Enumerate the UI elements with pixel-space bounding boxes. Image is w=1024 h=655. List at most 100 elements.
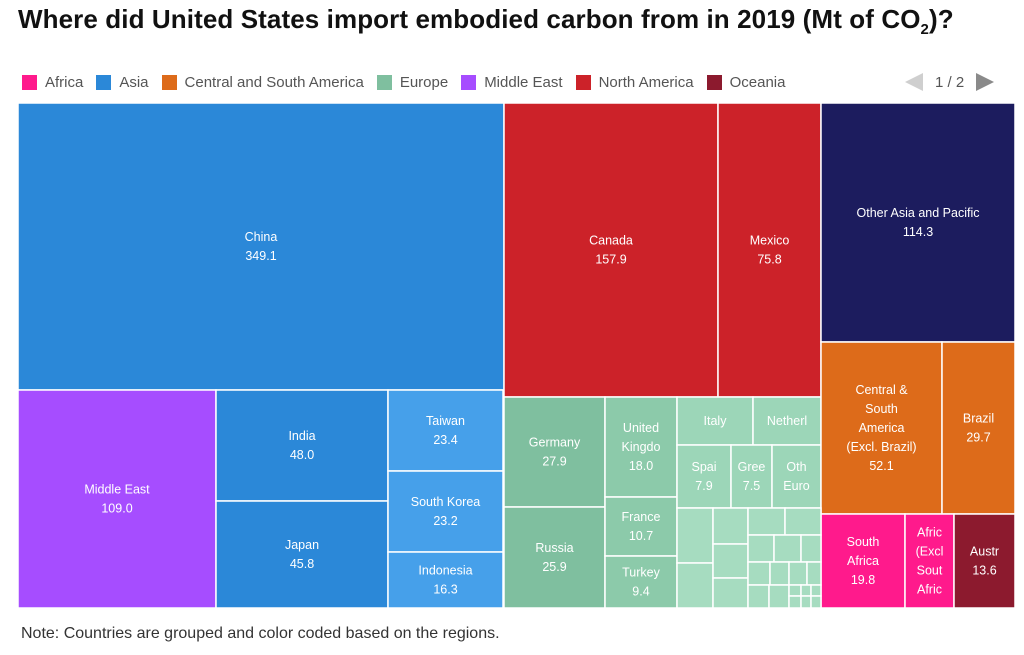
tile-small-europe[interactable] bbox=[788, 584, 802, 597]
tile-small-europe[interactable] bbox=[747, 534, 775, 563]
tile-south-africa[interactable]: South Africa 19.8 bbox=[820, 513, 906, 609]
tile-russia[interactable]: Russia 25.9 bbox=[503, 506, 606, 609]
tile-rect bbox=[17, 102, 505, 391]
tile-value: 19.8 bbox=[851, 573, 875, 587]
tile-name-line: (Excl bbox=[916, 545, 944, 559]
tile-name-line: (Excl. Brazil) bbox=[846, 440, 916, 454]
legend-swatch bbox=[706, 74, 722, 90]
tile-small-europe[interactable] bbox=[768, 584, 790, 609]
tile-small-europe[interactable] bbox=[712, 543, 749, 579]
tile-small-europe[interactable] bbox=[676, 507, 714, 564]
legend-item-middle-east[interactable]: Middle East bbox=[461, 74, 563, 91]
tile-small-europe[interactable] bbox=[747, 561, 771, 586]
chart-title-end: )? bbox=[929, 4, 954, 34]
tile-rect bbox=[17, 389, 217, 609]
tile-spain[interactable]: Spai 7.9 bbox=[676, 444, 732, 509]
legend-next-arrow-icon[interactable] bbox=[976, 73, 995, 91]
tile-small-europe[interactable] bbox=[800, 584, 812, 597]
tile-name-line: Spai bbox=[691, 460, 716, 474]
tile-japan[interactable]: Japan 45.8 bbox=[215, 500, 389, 609]
tile-indonesia[interactable]: Indonesia 16.3 bbox=[387, 551, 504, 609]
legend-item-asia[interactable]: Asia bbox=[96, 73, 149, 91]
tile-greece[interactable]: Gree 7.5 bbox=[730, 444, 773, 509]
tile-name-line: Oth bbox=[786, 460, 806, 474]
tile-south-korea[interactable]: South Korea 23.2 bbox=[387, 470, 504, 553]
tile-rect bbox=[820, 102, 1016, 343]
tile-name-line: Turkey bbox=[622, 566, 660, 580]
tile-small-europe[interactable] bbox=[810, 584, 822, 597]
tile-africa-excl-south-africa[interactable]: Afric (Excl Sout Afric bbox=[904, 513, 955, 609]
tile-other-europe[interactable]: Oth Euro bbox=[771, 444, 822, 509]
tile-label: Brazil 29.7 bbox=[963, 412, 994, 445]
tile-name-line: Mexico bbox=[750, 234, 790, 248]
tile-small-europe[interactable] bbox=[806, 561, 822, 586]
tile-label: South Africa 19.8 bbox=[847, 535, 880, 587]
tile-rect bbox=[215, 389, 389, 502]
tile-name-line: Taiwan bbox=[426, 414, 465, 428]
tile-small-europe[interactable] bbox=[800, 534, 822, 563]
tile-small-europe[interactable] bbox=[788, 595, 802, 609]
chart-title-text: Where did United States import embodied … bbox=[18, 4, 921, 34]
tile-value: 7.9 bbox=[695, 479, 712, 493]
tile-value: 48.0 bbox=[290, 448, 314, 462]
tile-name-line: Middle East bbox=[84, 483, 150, 497]
legend-swatch bbox=[461, 74, 477, 90]
legend-label: Europe bbox=[399, 73, 449, 91]
tile-small-europe[interactable] bbox=[747, 584, 770, 609]
tile-name-line: Germany bbox=[529, 436, 581, 450]
tile-small-europe[interactable] bbox=[784, 507, 822, 536]
legend-swatch bbox=[22, 74, 37, 90]
legend-item-oceania[interactable]: Oceania bbox=[706, 73, 786, 91]
legend-item-central-and-south-america[interactable]: Central and South America bbox=[161, 74, 364, 91]
tile-india[interactable]: India 48.0 bbox=[215, 389, 389, 502]
tile-small-europe[interactable] bbox=[773, 534, 802, 563]
tile-value: 157.9 bbox=[595, 253, 626, 267]
tile-label: Austr 13.6 bbox=[970, 545, 999, 578]
tile-taiwan[interactable]: Taiwan 23.4 bbox=[387, 389, 504, 472]
tile-small-europe[interactable] bbox=[712, 507, 749, 545]
legend-item-north-america[interactable]: North America bbox=[575, 73, 694, 91]
tile-label: South Korea 23.2 bbox=[411, 495, 481, 528]
tile-brazil[interactable]: Brazil 29.7 bbox=[941, 341, 1016, 515]
tile-small-europe[interactable] bbox=[769, 561, 790, 586]
tile-middle-east[interactable]: Middle East 109.0 bbox=[17, 389, 217, 609]
tile-rect bbox=[752, 396, 822, 446]
legend-prev-arrow-icon[interactable] bbox=[905, 73, 923, 91]
tile-central-south-america-excl-brazil[interactable]: Central & South America (Excl. Brazil) 52.1 bbox=[820, 341, 943, 515]
tile-italy[interactable]: Italy bbox=[676, 396, 754, 446]
tile-turkey[interactable]: Turkey 9.4 bbox=[604, 555, 678, 609]
chart-note: Note: Countries are grouped and color co… bbox=[21, 625, 500, 642]
tile-name-line: Indonesia bbox=[418, 564, 472, 578]
legend-label: Asia bbox=[119, 73, 149, 91]
tile-france[interactable]: France 10.7 bbox=[604, 496, 678, 557]
tile-value: 29.7 bbox=[966, 431, 990, 445]
tile-small-europe[interactable] bbox=[712, 577, 749, 609]
legend-page-indicator: 1 / 2 bbox=[935, 73, 965, 91]
legend-label: Oceania bbox=[729, 73, 786, 91]
tile-label: Middle East 109.0 bbox=[84, 483, 150, 516]
tile-small-europe[interactable] bbox=[800, 595, 812, 609]
tile-canada[interactable]: Canada 157.9 bbox=[503, 102, 719, 398]
tile-label: Germany 27.9 bbox=[529, 436, 581, 469]
tile-rect bbox=[503, 102, 719, 398]
tile-united-kingdom[interactable]: United Kingdo 18.0 bbox=[604, 396, 678, 498]
tile-netherlands[interactable]: Netherl bbox=[752, 396, 822, 446]
tile-germany[interactable]: Germany 27.9 bbox=[503, 396, 606, 508]
tile-other-asia-and-pacific[interactable]: Other Asia and Pacific 114.3 bbox=[820, 102, 1016, 343]
tile-label: Netherl bbox=[767, 414, 807, 428]
chart-title: Where did United States import embodied … bbox=[18, 4, 954, 38]
tile-rect bbox=[676, 444, 732, 509]
tile-australia[interactable]: Austr 13.6 bbox=[953, 513, 1016, 609]
legend-label: North America bbox=[598, 73, 694, 91]
tile-small-europe[interactable] bbox=[747, 507, 786, 536]
tile-label: Canada 157.9 bbox=[589, 234, 633, 267]
tile-small-europe[interactable] bbox=[810, 595, 822, 609]
legend-item-africa[interactable]: Africa bbox=[22, 74, 83, 91]
tile-label: Turkey 9.4 bbox=[622, 566, 660, 599]
tile-china[interactable]: China 349.1 bbox=[17, 102, 505, 391]
tile-rect bbox=[730, 444, 773, 509]
tile-mexico[interactable]: Mexico 75.8 bbox=[717, 102, 822, 398]
tile-small-europe[interactable] bbox=[788, 561, 808, 586]
legend-item-europe[interactable]: Europe bbox=[376, 73, 449, 91]
tile-small-europe[interactable] bbox=[676, 562, 714, 609]
